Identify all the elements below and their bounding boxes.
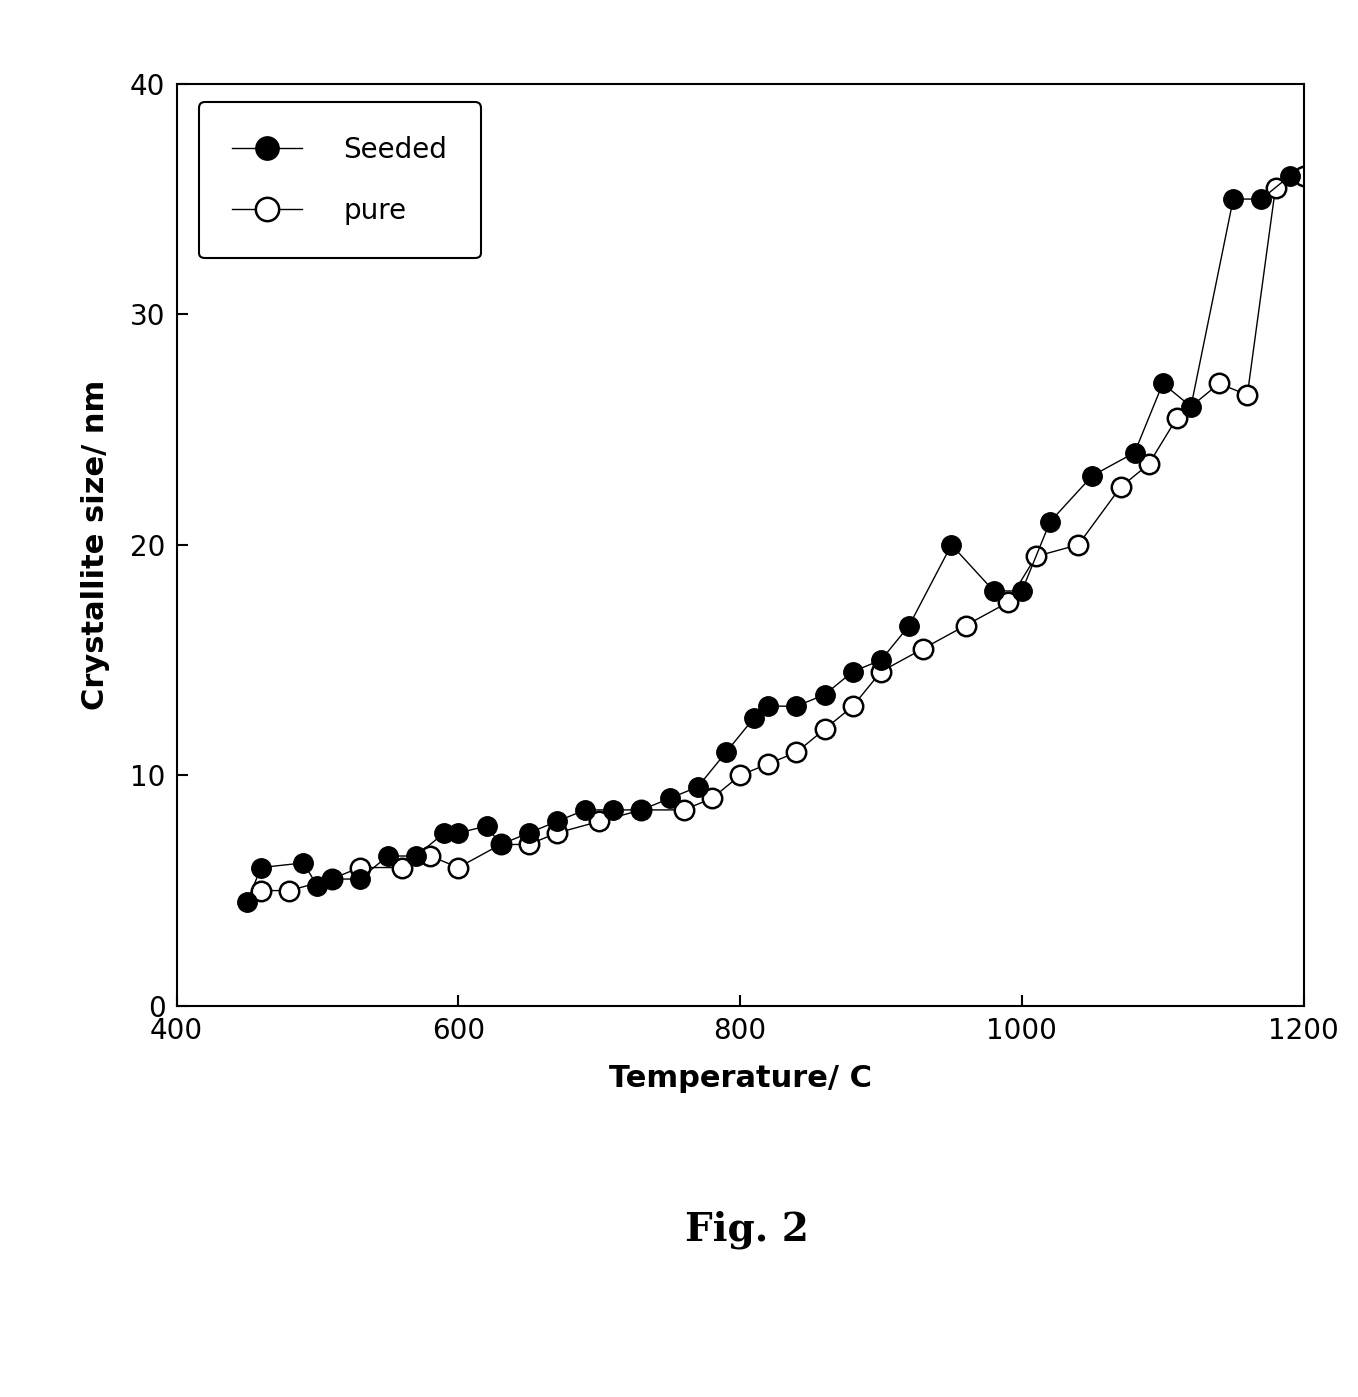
pure: [1296, 168, 1312, 184]
pure: [957, 617, 974, 634]
Seeded: [944, 536, 960, 553]
Seeded: [436, 824, 452, 841]
pure: [816, 721, 832, 738]
Seeded: [1183, 398, 1199, 415]
Seeded: [902, 617, 918, 634]
pure: [915, 640, 932, 657]
pure: [493, 835, 509, 852]
pure: [760, 756, 777, 773]
Seeded: [816, 686, 832, 703]
Seeded: [1126, 444, 1142, 461]
pure: [788, 743, 804, 760]
Line: pure: pure: [251, 166, 1313, 900]
pure: [253, 883, 269, 900]
Seeded: [520, 824, 536, 841]
pure: [1267, 179, 1283, 196]
Seeded: [1042, 514, 1058, 531]
Seeded: [746, 710, 762, 726]
Seeded: [352, 870, 368, 887]
Seeded: [1013, 583, 1031, 599]
Seeded: [661, 791, 678, 807]
Seeded: [493, 835, 509, 852]
pure: [352, 859, 368, 876]
Seeded: [845, 664, 861, 680]
pure: [1240, 387, 1256, 404]
Seeded: [577, 802, 593, 819]
Seeded: [295, 855, 311, 872]
pure: [633, 802, 649, 819]
Seeded: [380, 848, 397, 865]
Y-axis label: Crystallite size/ nm: Crystallite size/ nm: [81, 380, 110, 710]
pure: [999, 594, 1016, 610]
Seeded: [873, 651, 889, 669]
pure: [422, 848, 439, 865]
Seeded: [760, 698, 777, 715]
Seeded: [323, 870, 340, 887]
Seeded: [407, 848, 424, 865]
Seeded: [451, 824, 467, 841]
pure: [520, 835, 536, 852]
Line: Seeded: Seeded: [238, 166, 1300, 912]
pure: [703, 791, 720, 807]
Seeded: [239, 894, 255, 911]
pure: [732, 767, 748, 784]
pure: [591, 813, 607, 830]
Seeded: [718, 743, 735, 760]
pure: [1141, 455, 1157, 472]
Seeded: [310, 877, 326, 894]
Seeded: [1253, 191, 1270, 208]
Seeded: [253, 859, 269, 876]
pure: [1028, 548, 1044, 564]
Seeded: [549, 813, 565, 830]
Seeded: [478, 817, 494, 834]
Seeded: [690, 778, 706, 795]
pure: [873, 664, 889, 680]
pure: [281, 883, 297, 900]
Seeded: [986, 583, 1002, 599]
Text: Fig. 2: Fig. 2: [684, 1210, 809, 1249]
pure: [1070, 536, 1086, 553]
pure: [845, 698, 861, 715]
pure: [549, 824, 565, 841]
Seeded: [1154, 374, 1171, 391]
pure: [1112, 479, 1128, 496]
pure: [1211, 374, 1228, 391]
pure: [676, 802, 693, 819]
Seeded: [633, 802, 649, 819]
pure: [451, 859, 467, 876]
Seeded: [1282, 168, 1298, 184]
X-axis label: Temperature/ C: Temperature/ C: [608, 1065, 872, 1094]
pure: [1169, 409, 1186, 426]
pure: [323, 870, 340, 887]
Seeded: [1084, 467, 1100, 485]
pure: [394, 859, 410, 876]
Seeded: [788, 698, 804, 715]
Legend: Seeded, pure: Seeded, pure: [200, 102, 481, 258]
Seeded: [1225, 191, 1241, 208]
Seeded: [606, 802, 622, 819]
